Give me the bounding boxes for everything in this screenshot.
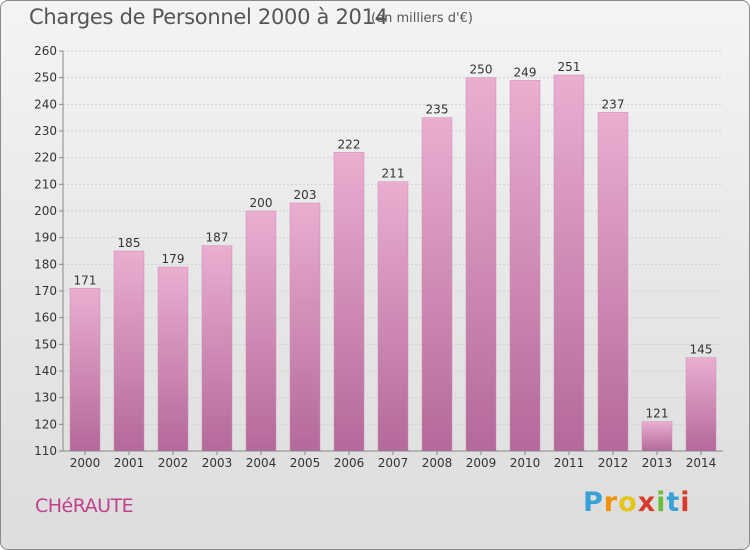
x-tick-label: 2014 <box>686 456 717 470</box>
x-tick-label: 2013 <box>642 456 673 470</box>
y-tick-label: 190 <box>34 231 57 245</box>
x-tick-label: 2002 <box>158 456 189 470</box>
data-label: 200 <box>250 196 273 210</box>
data-label: 237 <box>602 97 625 111</box>
bars: 171 185 179 187 200 203 222 211 235 250 249 251 237 1… <box>69 60 717 452</box>
proxiti-logo: Proxiti <box>583 487 691 518</box>
data-label: 121 <box>646 407 669 421</box>
y-tick-label: 140 <box>34 364 57 378</box>
bar <box>597 112 629 452</box>
bar <box>245 210 277 452</box>
chart-title: Charges de Personnel 2000 à 2014 <box>29 5 388 29</box>
bar <box>465 77 497 452</box>
x-tick-label: 2010 <box>510 456 541 470</box>
commune-name: CHéRAUTE <box>35 495 134 517</box>
y-tick-label: 120 <box>34 417 57 431</box>
y-tick-label: 150 <box>34 337 57 351</box>
bar <box>421 117 453 452</box>
x-tick-label: 2008 <box>422 456 453 470</box>
y-tick-label: 210 <box>34 177 57 191</box>
data-label: 222 <box>338 137 361 151</box>
bar <box>333 152 365 452</box>
data-label: 185 <box>118 236 141 250</box>
y-axis: 110 120 130 140 150 160 170 180 190 200 210 220 230 2… <box>34 44 64 458</box>
x-tick-label: 2011 <box>554 456 585 470</box>
data-label: 249 <box>514 65 537 79</box>
y-tick-label: 230 <box>34 124 57 138</box>
y-tick-label: 200 <box>34 204 57 218</box>
data-label: 211 <box>382 167 405 181</box>
data-label: 187 <box>206 231 229 245</box>
bar <box>641 421 673 452</box>
bar <box>377 181 409 452</box>
y-tick-label: 170 <box>34 284 57 298</box>
x-tick-label: 2000 <box>70 456 101 470</box>
data-label: 171 <box>74 273 97 287</box>
chart-subtitle: (en milliers d'€) <box>371 11 473 26</box>
bar <box>509 80 541 452</box>
y-tick-label: 220 <box>34 151 57 165</box>
y-tick-label: 160 <box>34 311 57 325</box>
data-label: 250 <box>470 63 493 77</box>
bar <box>289 202 321 452</box>
bar <box>553 74 585 452</box>
y-tick-label: 260 <box>34 44 57 58</box>
y-tick-label: 250 <box>34 71 57 85</box>
data-label: 179 <box>162 252 185 266</box>
y-tick-label: 110 <box>34 444 57 458</box>
data-label: 251 <box>558 60 581 74</box>
y-tick-label: 130 <box>34 391 57 405</box>
bar <box>201 245 233 452</box>
x-tick-label: 2004 <box>246 456 277 470</box>
x-tick-label: 2006 <box>334 456 365 470</box>
x-axis: 2000 2001 2002 2003 2004 2005 2006 2007 2008 2009… <box>63 450 723 470</box>
data-label: 203 <box>294 188 317 202</box>
bar <box>69 288 101 452</box>
data-label: 145 <box>690 343 713 357</box>
x-tick-label: 2001 <box>114 456 145 470</box>
x-tick-label: 2007 <box>378 456 409 470</box>
x-tick-label: 2003 <box>202 456 233 470</box>
x-tick-label: 2009 <box>466 456 497 470</box>
bar <box>685 357 717 452</box>
x-tick-label: 2005 <box>290 456 321 470</box>
y-tick-label: 180 <box>34 257 57 271</box>
bar <box>157 266 189 452</box>
bar <box>113 250 145 452</box>
x-tick-label: 2012 <box>598 456 629 470</box>
data-label: 235 <box>426 103 449 117</box>
y-tick-label: 240 <box>34 97 57 111</box>
